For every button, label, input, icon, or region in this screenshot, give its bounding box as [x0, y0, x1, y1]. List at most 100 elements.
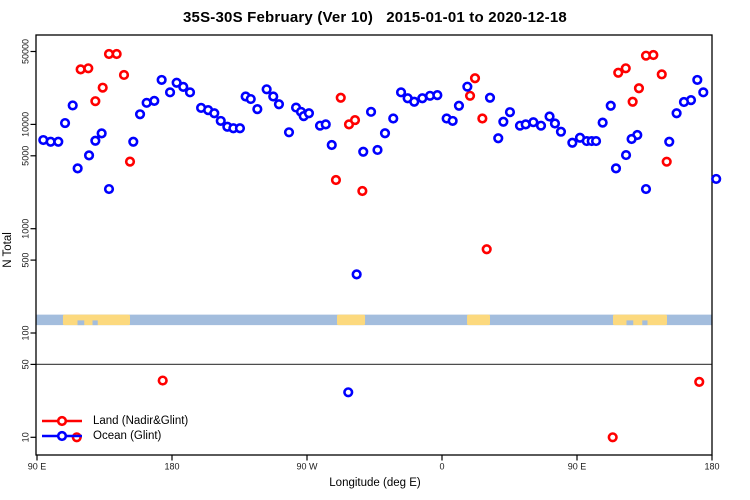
legend: Land (Nadir&Glint) Ocean (Glint) — [40, 413, 188, 444]
data-point-ocean — [544, 111, 555, 122]
data-point-land — [335, 92, 346, 103]
data-point-ocean — [178, 81, 189, 92]
y-axis-title: N Total — [2, 232, 14, 268]
land-series-marker-icon — [42, 415, 82, 426]
map-band-gulf-notch — [626, 320, 634, 326]
data-point-ocean — [711, 173, 722, 185]
data-point-ocean — [283, 127, 295, 138]
x-tick-label: 180 — [704, 462, 719, 472]
data-point-ocean — [484, 92, 496, 103]
data-point-ocean — [252, 104, 263, 115]
data-point-ocean — [156, 74, 167, 86]
data-point-ocean — [388, 113, 399, 124]
data-point-ocean — [164, 87, 176, 98]
y-tick-label: 1000 — [20, 219, 30, 239]
data-point-land — [357, 185, 368, 197]
data-point-ocean — [372, 144, 383, 156]
data-point-land — [469, 73, 481, 84]
map-band-land — [337, 314, 366, 326]
data-point-ocean — [640, 183, 652, 195]
data-point-ocean — [268, 91, 279, 102]
data-point-ocean — [90, 135, 101, 146]
data-point-ocean — [567, 137, 578, 148]
data-point-land — [656, 69, 667, 80]
data-point-ocean — [535, 120, 547, 131]
data-point-ocean — [379, 128, 391, 139]
data-point-ocean — [234, 123, 246, 134]
ocean-series-marker-icon — [42, 431, 82, 442]
data-point-ocean — [678, 96, 690, 108]
map-band-land — [613, 314, 667, 326]
legend-label-ocean: Ocean (Glint) — [93, 430, 162, 443]
data-point-ocean — [83, 150, 95, 161]
data-point-land — [661, 156, 672, 167]
data-point-ocean — [128, 136, 139, 147]
data-point-ocean — [273, 99, 285, 110]
data-point-ocean — [103, 183, 115, 195]
data-point-ocean — [261, 84, 272, 95]
y-tick-label: 50 — [20, 359, 30, 369]
y-tick-label: 10000 — [20, 112, 30, 137]
data-point-land — [97, 82, 108, 93]
data-point-ocean — [303, 108, 315, 119]
data-point-ocean — [320, 119, 331, 130]
map-band-gulf-notch — [642, 320, 648, 326]
y-tick-label: 100 — [20, 325, 30, 340]
data-point-land — [118, 69, 130, 81]
data-point-ocean — [610, 163, 622, 174]
data-point-land — [627, 96, 638, 107]
data-point-ocean — [326, 139, 337, 151]
data-point-ocean — [149, 95, 160, 107]
data-point-land — [620, 63, 631, 74]
data-point-ocean — [395, 87, 407, 98]
data-point-ocean — [498, 116, 509, 127]
data-point-land — [464, 90, 476, 101]
data-point-ocean — [53, 136, 64, 147]
data-point-ocean — [504, 107, 516, 118]
data-point-ocean — [671, 108, 682, 119]
data-point-ocean — [698, 87, 709, 98]
map-band-land — [467, 314, 490, 326]
x-tick-label: 90 W — [296, 462, 318, 472]
data-point-ocean — [597, 117, 608, 128]
data-point-land — [613, 67, 624, 78]
data-point-ocean — [692, 74, 703, 86]
legend-item-ocean: Ocean (Glint) — [40, 429, 188, 445]
data-point-ocean — [528, 117, 539, 128]
data-point-ocean — [462, 81, 473, 92]
data-point-land — [124, 156, 136, 167]
data-point-ocean — [184, 87, 196, 98]
data-point-ocean — [453, 100, 465, 111]
y-tick-label: 10 — [20, 432, 30, 442]
data-point-ocean — [626, 133, 637, 145]
data-point-land — [477, 113, 488, 124]
data-point-ocean — [409, 96, 420, 107]
data-point-land — [481, 244, 492, 255]
data-point-ocean — [493, 133, 504, 144]
data-point-land — [83, 63, 94, 74]
data-point-land — [694, 376, 705, 387]
x-tick-label: 90 E — [568, 462, 587, 472]
data-point-ocean — [447, 115, 458, 127]
data-point-land — [648, 49, 659, 61]
data-point-ocean — [215, 115, 226, 127]
data-point-ocean — [351, 269, 362, 280]
data-point-ocean — [209, 108, 220, 119]
data-point-land — [111, 48, 122, 60]
data-point-land — [633, 83, 645, 94]
data-point-land — [330, 174, 342, 186]
data-point-ocean — [549, 118, 561, 129]
data-point-ocean — [555, 126, 567, 137]
data-point-land — [349, 114, 361, 126]
map-band-ocean — [36, 314, 712, 326]
x-tick-label: 0 — [439, 462, 444, 472]
data-point-ocean — [245, 93, 256, 105]
data-point-ocean — [59, 117, 71, 129]
x-tick-label: 180 — [164, 462, 179, 472]
x-tick-label: 90 E — [28, 462, 47, 472]
data-point-ocean — [343, 387, 354, 398]
y-tick-label: 50000 — [20, 39, 30, 64]
chart-title: 35S-30S February (Ver 10) 2015-01-01 to … — [183, 9, 567, 26]
